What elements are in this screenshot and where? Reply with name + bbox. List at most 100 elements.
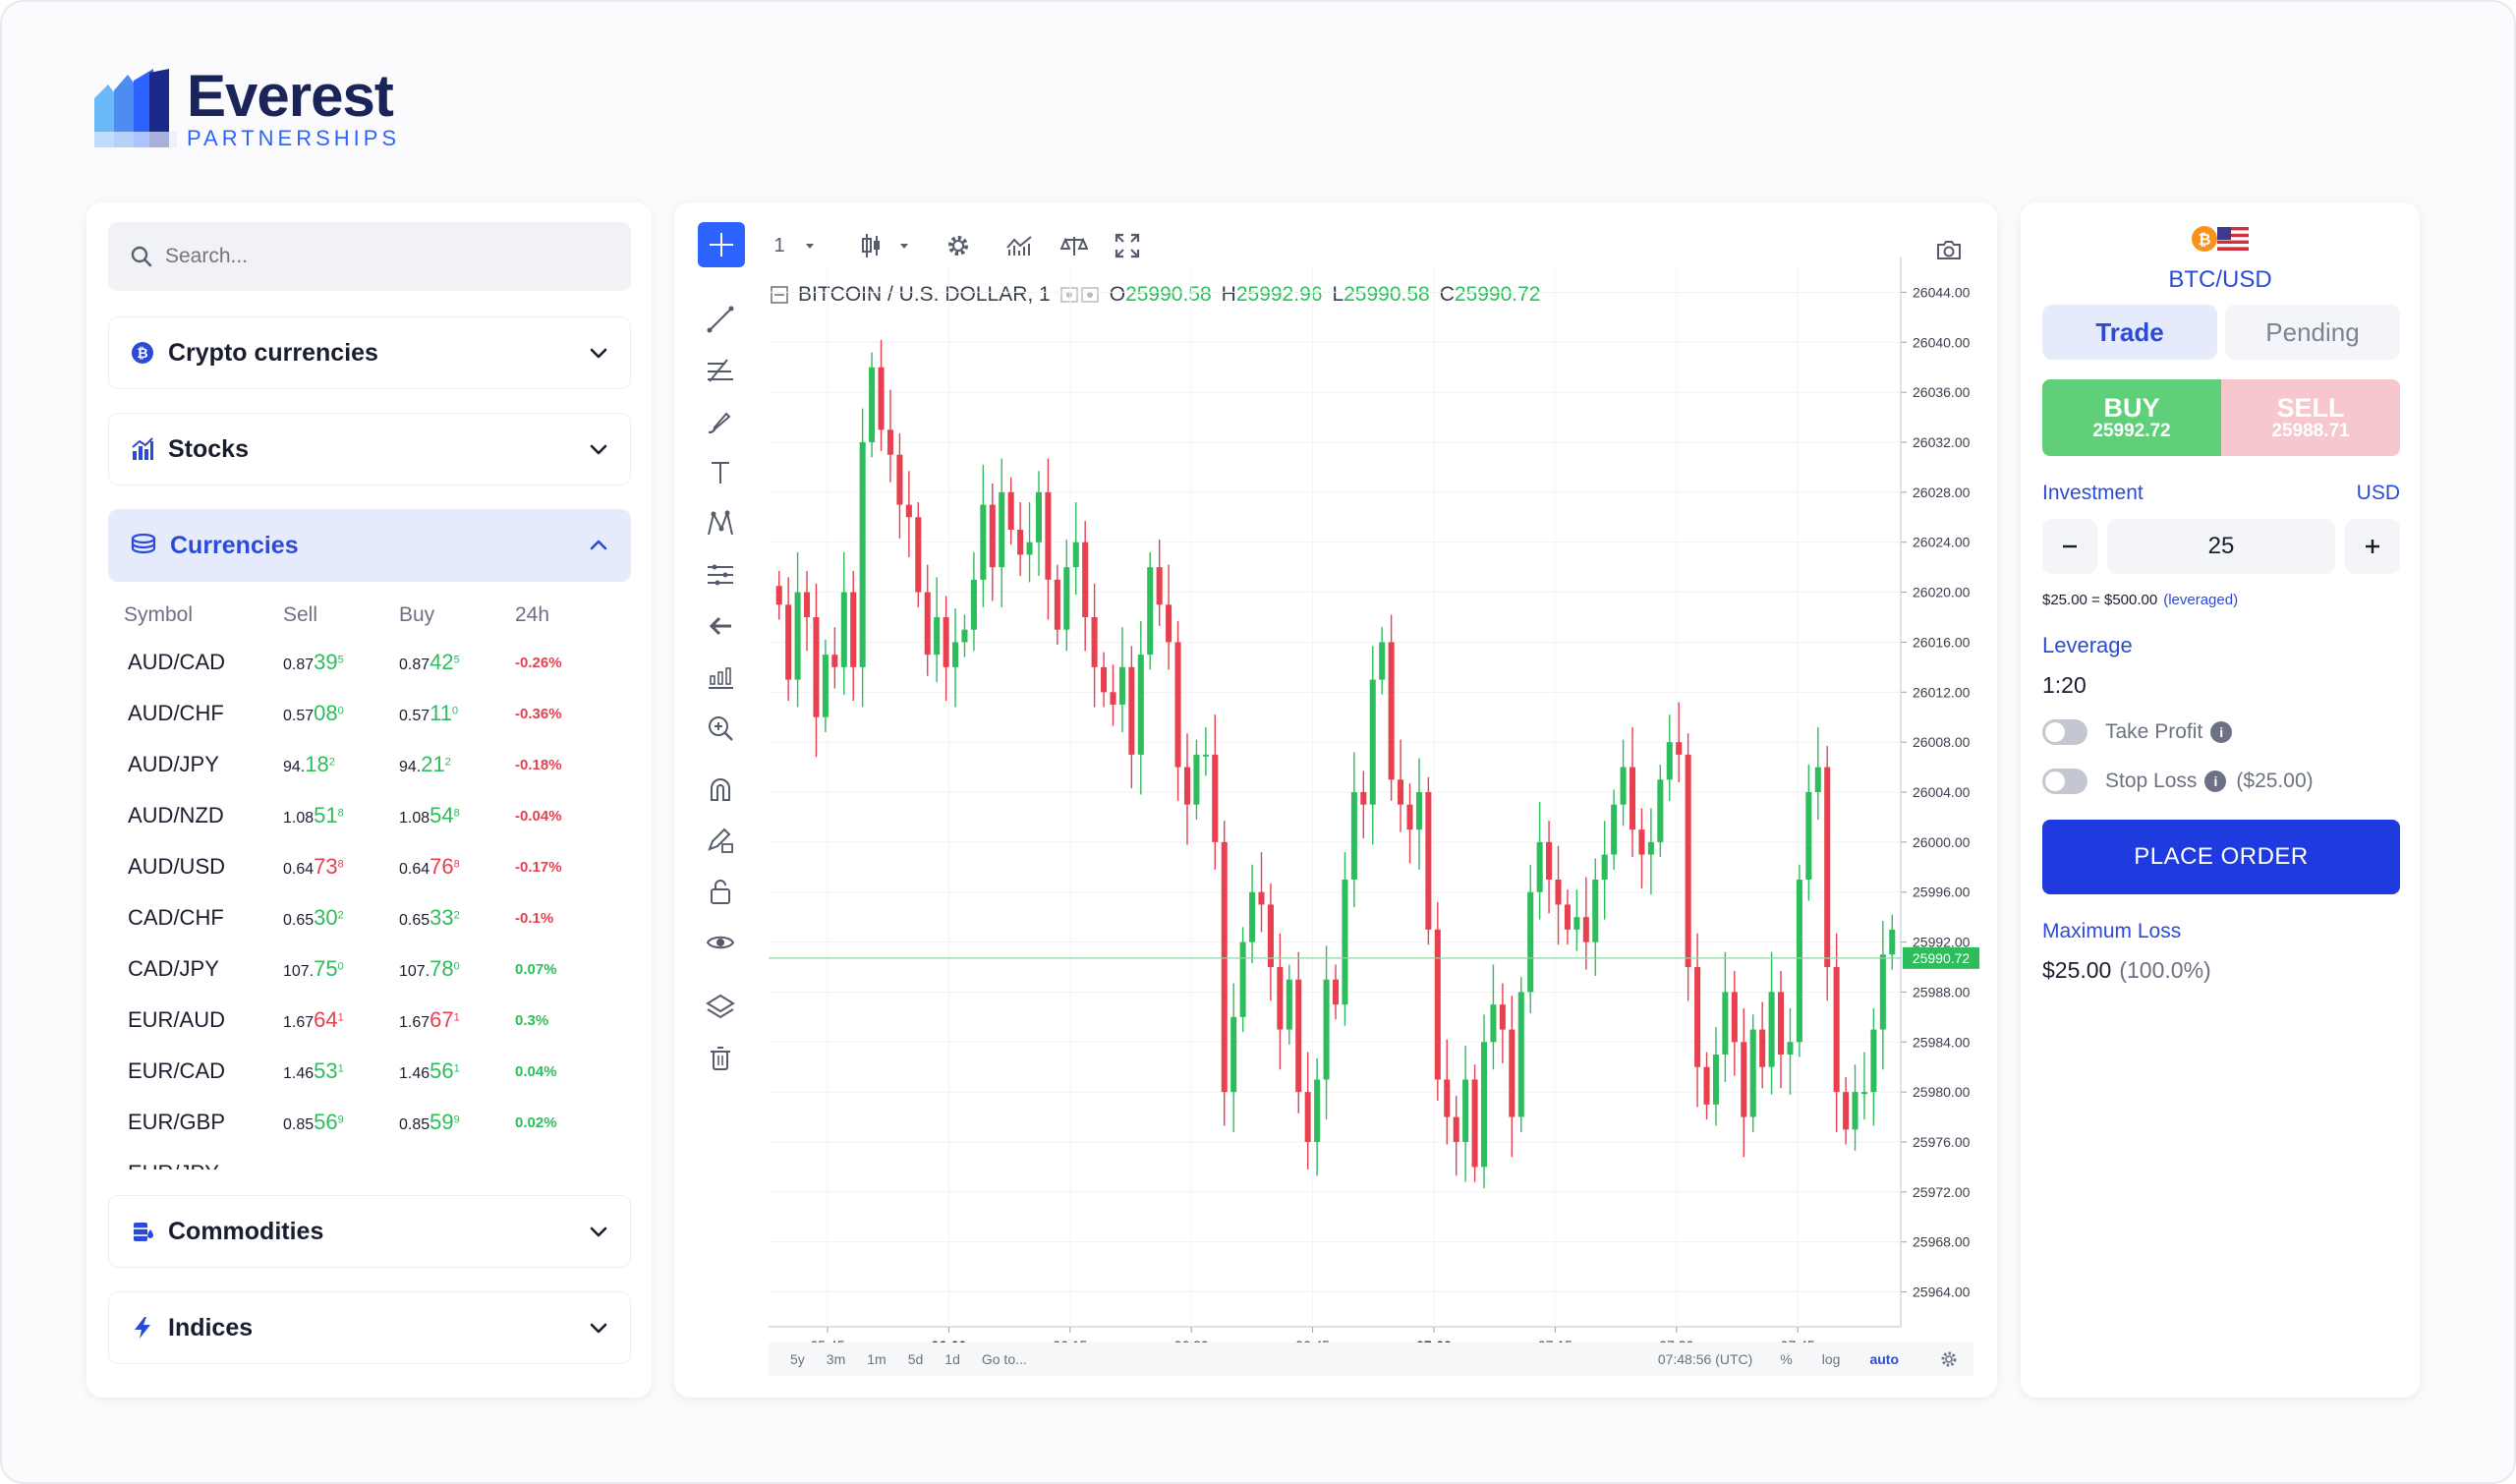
goto-button[interactable]: Go to... bbox=[981, 1351, 1027, 1367]
candle-body bbox=[1860, 1092, 1867, 1095]
ohlc-legend: BITCOIN / U.S. DOLLAR, 1 O25990.58 H2599… bbox=[771, 283, 1540, 307]
brush-tool[interactable] bbox=[698, 399, 743, 444]
back-tool[interactable] bbox=[698, 603, 743, 649]
take-profit-toggle[interactable] bbox=[2042, 719, 2087, 745]
search-input[interactable] bbox=[165, 245, 598, 268]
search-box[interactable] bbox=[108, 222, 631, 291]
change-cell: 0.02% bbox=[515, 1113, 557, 1131]
candle-body bbox=[1703, 1066, 1710, 1105]
magnet-icon bbox=[711, 778, 730, 801]
sell-button[interactable]: SELL 25988.71 bbox=[2221, 379, 2400, 456]
fib-tool[interactable] bbox=[698, 348, 743, 393]
candle-body bbox=[1546, 841, 1553, 880]
range-3m[interactable]: 3m bbox=[826, 1351, 846, 1367]
fullscreen-button[interactable] bbox=[1105, 220, 1150, 271]
layers-tool[interactable] bbox=[698, 985, 743, 1030]
collapse-icon[interactable] bbox=[771, 286, 788, 304]
layers-icon bbox=[706, 994, 735, 1019]
candle-body bbox=[804, 592, 811, 617]
zoom-tool[interactable] bbox=[698, 706, 743, 751]
candle-body bbox=[1444, 1079, 1451, 1117]
snapshot-button[interactable] bbox=[1926, 224, 1972, 275]
range-5d[interactable]: 5d bbox=[907, 1351, 924, 1367]
table-row[interactable]: CAD/CHF 0.65302 0.65332 -0.1% bbox=[108, 892, 631, 943]
trendline-icon bbox=[707, 306, 734, 333]
change-cell: -0.04% bbox=[515, 807, 562, 825]
table-row[interactable]: EUR/JPY bbox=[108, 1148, 631, 1170]
table-row[interactable]: AUD/USD 0.64738 0.64768 -0.17% bbox=[108, 841, 631, 892]
visibility-toggle-icon[interactable] bbox=[1059, 286, 1100, 304]
table-row[interactable]: EUR/GBP 0.85569 0.85599 0.02% bbox=[108, 1097, 631, 1148]
stop-loss-toggle[interactable] bbox=[2042, 769, 2087, 794]
measure-tool[interactable] bbox=[698, 552, 743, 598]
max-loss-value-row: $25.00 (100.0%) bbox=[2042, 957, 2400, 984]
table-row[interactable]: AUD/CAD 0.87395 0.87425 -0.26% bbox=[108, 637, 631, 688]
compare-button[interactable] bbox=[1052, 220, 1097, 271]
increase-button[interactable] bbox=[2345, 519, 2400, 574]
text-tool[interactable] bbox=[698, 450, 743, 495]
range-5y[interactable]: 5y bbox=[790, 1351, 805, 1367]
settings-button[interactable] bbox=[936, 220, 981, 271]
range-1m[interactable]: 1m bbox=[867, 1351, 886, 1367]
delete-tool[interactable] bbox=[698, 1036, 743, 1081]
forecast-tool[interactable] bbox=[698, 655, 743, 700]
buy-button[interactable]: BUY 25992.72 bbox=[2042, 379, 2221, 456]
table-row[interactable]: CAD/JPY 107.750 107.780 0.07% bbox=[108, 943, 631, 995]
candle-body bbox=[1480, 1042, 1488, 1168]
auto-toggle[interactable]: auto bbox=[1869, 1351, 1899, 1367]
tab-trade[interactable]: Trade bbox=[2042, 305, 2217, 360]
candle-body bbox=[775, 586, 782, 605]
category-crypto[interactable]: ₿ Crypto currencies bbox=[108, 316, 631, 389]
oil-barrel-icon bbox=[134, 1223, 153, 1241]
candle-body bbox=[1277, 967, 1284, 1030]
currency-label[interactable]: USD bbox=[2356, 482, 2400, 504]
range-1d[interactable]: 1d bbox=[944, 1351, 960, 1367]
indicators-button[interactable] bbox=[997, 220, 1042, 271]
table-row[interactable]: EUR/AUD 1.67641 1.67671 0.3% bbox=[108, 995, 631, 1046]
candle-body bbox=[1870, 1029, 1877, 1093]
decrease-button[interactable] bbox=[2042, 519, 2097, 574]
table-row[interactable]: AUD/CHF 0.57080 0.57110 -0.36% bbox=[108, 688, 631, 739]
category-currencies[interactable]: Currencies bbox=[108, 509, 631, 582]
visibility-tool[interactable] bbox=[698, 920, 743, 965]
candle-body bbox=[1360, 792, 1367, 805]
chart-panel: 1 BITCOIN / U.S. DOLLAR, 1 O25990.58 H25… bbox=[674, 202, 1997, 1398]
category-commodities[interactable]: Commodities bbox=[108, 1195, 631, 1268]
pattern-tool[interactable] bbox=[698, 501, 743, 546]
candle-body bbox=[1193, 754, 1200, 805]
category-indices[interactable]: Indices bbox=[108, 1291, 631, 1364]
y-tick-label: 26040.00 bbox=[1913, 334, 1971, 350]
candle-body bbox=[961, 629, 968, 643]
tab-pending[interactable]: Pending bbox=[2225, 305, 2400, 360]
table-row[interactable]: AUD/NZD 1.08518 1.08548 -0.04% bbox=[108, 790, 631, 841]
gear-icon[interactable] bbox=[1940, 1350, 1958, 1368]
interval-select[interactable]: 1 bbox=[761, 220, 829, 271]
category-stocks[interactable]: Stocks bbox=[108, 413, 631, 485]
lock-tool[interactable] bbox=[698, 869, 743, 914]
percent-toggle[interactable]: % bbox=[1780, 1351, 1793, 1367]
candlestick-chart[interactable]: 26044.00 26040.00 26036.00 26032.00 26028.00… bbox=[674, 202, 1997, 1398]
table-row[interactable]: EUR/CAD 1.46531 1.46561 0.04% bbox=[108, 1046, 631, 1097]
place-order-button[interactable]: PLACE ORDER bbox=[2042, 820, 2400, 894]
investment-input[interactable]: 25 bbox=[2107, 519, 2335, 574]
chart-type-select[interactable] bbox=[851, 220, 920, 271]
crosshair-tool[interactable] bbox=[698, 222, 745, 267]
investment-stepper: 25 bbox=[2042, 519, 2400, 574]
lock-drawing-tool[interactable] bbox=[698, 818, 743, 863]
table-row[interactable]: AUD/JPY 94.182 94.212 -0.18% bbox=[108, 739, 631, 790]
stop-loss-row: Stop Loss i ($25.00) bbox=[2042, 769, 2400, 794]
candle-body bbox=[1110, 692, 1116, 705]
log-toggle[interactable]: log bbox=[1821, 1351, 1841, 1367]
col-symbol: Symbol bbox=[124, 603, 194, 626]
info-icon[interactable]: i bbox=[2210, 721, 2233, 743]
indicators-icon bbox=[1006, 236, 1032, 256]
info-icon[interactable]: i bbox=[2204, 771, 2227, 792]
leverage-value[interactable]: 1:20 bbox=[2042, 672, 2087, 698]
candle-body bbox=[1490, 1004, 1497, 1043]
y-tick-label: 26028.00 bbox=[1913, 485, 1971, 500]
brand-logo[interactable]: Everest PARTNERSHIPS bbox=[94, 65, 400, 151]
candle-body bbox=[1462, 1079, 1469, 1142]
trendline-tool[interactable] bbox=[698, 297, 743, 342]
magnet-tool[interactable] bbox=[698, 767, 743, 812]
sell-cell: 0.64738 bbox=[283, 854, 344, 879]
